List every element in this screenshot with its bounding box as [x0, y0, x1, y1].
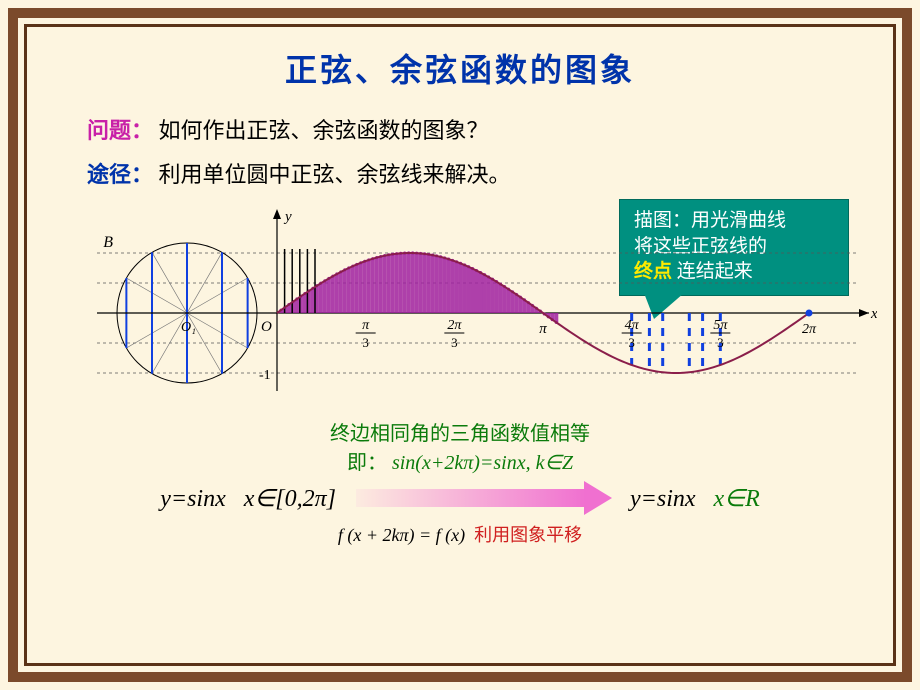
svg-text:2π: 2π: [802, 322, 817, 337]
sine-construction-chart: B O₁ y x O -1 π 3 2π 3 π 4π 3 5π 3 2π: [57, 201, 877, 401]
question-line: 问题： 如何作出正弦、余弦函数的图象？: [87, 113, 863, 145]
arrow-bar: [356, 489, 586, 507]
svg-text:5π: 5π: [713, 318, 728, 333]
eq-right-fn: y=sinx: [630, 486, 696, 512]
svg-text:y: y: [283, 209, 292, 225]
eq-left-domain: x∈[0,2π]: [244, 486, 336, 512]
under-arrow: f (x + 2kπ) = f (x) 利用图象平移: [57, 521, 863, 547]
question-text: 如何作出正弦、余弦函数的图象？: [159, 118, 489, 143]
slide-frame-inner: 正弦、余弦函数的图象 问题： 如何作出正弦、余弦函数的图象？ 途径： 利用单位圆…: [24, 24, 896, 666]
slide-content: 正弦、余弦函数的图象 问题： 如何作出正弦、余弦函数的图象？ 途径： 利用单位圆…: [27, 27, 893, 663]
eq-left-fn: y=sinx: [160, 486, 226, 512]
eq-right-domain: x∈R: [714, 486, 760, 512]
svg-text:x: x: [870, 306, 877, 322]
chart-svg: B O₁ y x O -1 π 3 2π 3 π 4π 3 5π 3 2π: [57, 201, 877, 401]
svg-text:4π: 4π: [625, 318, 640, 333]
bottom-area: 终边相同角的三角函数值相等 即： sin(x+2kπ)=sinx, k∈Z y=…: [57, 417, 863, 547]
svg-text:π: π: [539, 321, 547, 337]
arrow-head-icon: [584, 481, 612, 515]
bottom-row: y=sinx x∈[0,2π] y=sinx x∈R: [57, 481, 863, 515]
svg-text:3: 3: [717, 335, 724, 350]
approach-text: 利用单位圆中正弦、余弦线来解决。: [159, 162, 511, 187]
under-arrow-formula: f (x + 2kπ) = f (x): [338, 525, 465, 545]
gradient-arrow: [356, 481, 616, 515]
green-line1: 终边相同角的三角函数值相等: [57, 417, 863, 446]
equation-left: y=sinx x∈[0,2π]: [160, 484, 336, 513]
question-label: 问题：: [87, 118, 153, 143]
svg-text:B: B: [103, 234, 113, 251]
svg-text:3: 3: [451, 335, 458, 350]
svg-text:-1: -1: [259, 368, 271, 383]
slide-title: 正弦、余弦函数的图象: [57, 45, 863, 91]
svg-text:2π: 2π: [447, 318, 462, 333]
svg-text:O: O: [261, 319, 272, 335]
green-line2-prefix: 即：: [347, 452, 387, 474]
approach-label: 途径：: [87, 162, 153, 187]
under-arrow-note: 利用图象平移: [474, 525, 582, 545]
svg-text:O₁: O₁: [181, 320, 196, 335]
svg-text:3: 3: [628, 335, 635, 350]
green-line2-eq: sin(x+2kπ)=sinx, k∈Z: [392, 452, 573, 474]
approach-line: 途径： 利用单位圆中正弦、余弦线来解决。: [87, 157, 863, 189]
green-line2: 即： sin(x+2kπ)=sinx, k∈Z: [57, 446, 863, 475]
slide-frame-outer: 正弦、余弦函数的图象 问题： 如何作出正弦、余弦函数的图象？ 途径： 利用单位圆…: [8, 8, 912, 682]
svg-text:π: π: [362, 318, 370, 333]
svg-text:3: 3: [362, 335, 369, 350]
equation-right: y=sinx x∈R: [630, 484, 760, 513]
